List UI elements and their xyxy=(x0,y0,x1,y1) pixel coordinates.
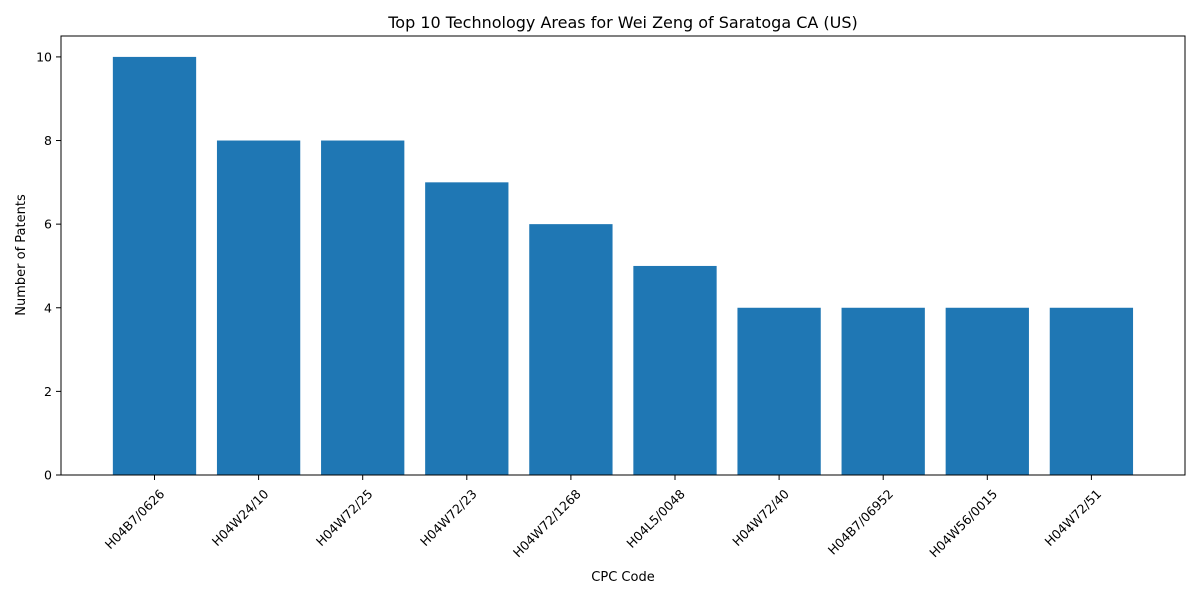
bar xyxy=(633,266,716,475)
y-tick-label: 10 xyxy=(36,49,52,64)
bar xyxy=(425,182,508,475)
y-tick-label: 0 xyxy=(44,468,52,483)
bar xyxy=(842,308,925,475)
bar xyxy=(1050,308,1133,475)
bar xyxy=(946,308,1029,475)
chart-title: Top 10 Technology Areas for Wei Zeng of … xyxy=(387,13,858,32)
y-tick-label: 4 xyxy=(44,300,52,315)
y-tick-label: 6 xyxy=(44,217,52,232)
bar xyxy=(113,57,196,475)
bar xyxy=(737,308,820,475)
bar xyxy=(321,141,404,475)
y-axis-label: Number of Patents xyxy=(14,194,29,316)
bar xyxy=(217,141,300,475)
bar xyxy=(529,224,612,475)
y-tick-label: 8 xyxy=(44,133,52,148)
y-tick-label: 2 xyxy=(44,384,52,399)
x-axis-label: CPC Code xyxy=(591,570,654,585)
